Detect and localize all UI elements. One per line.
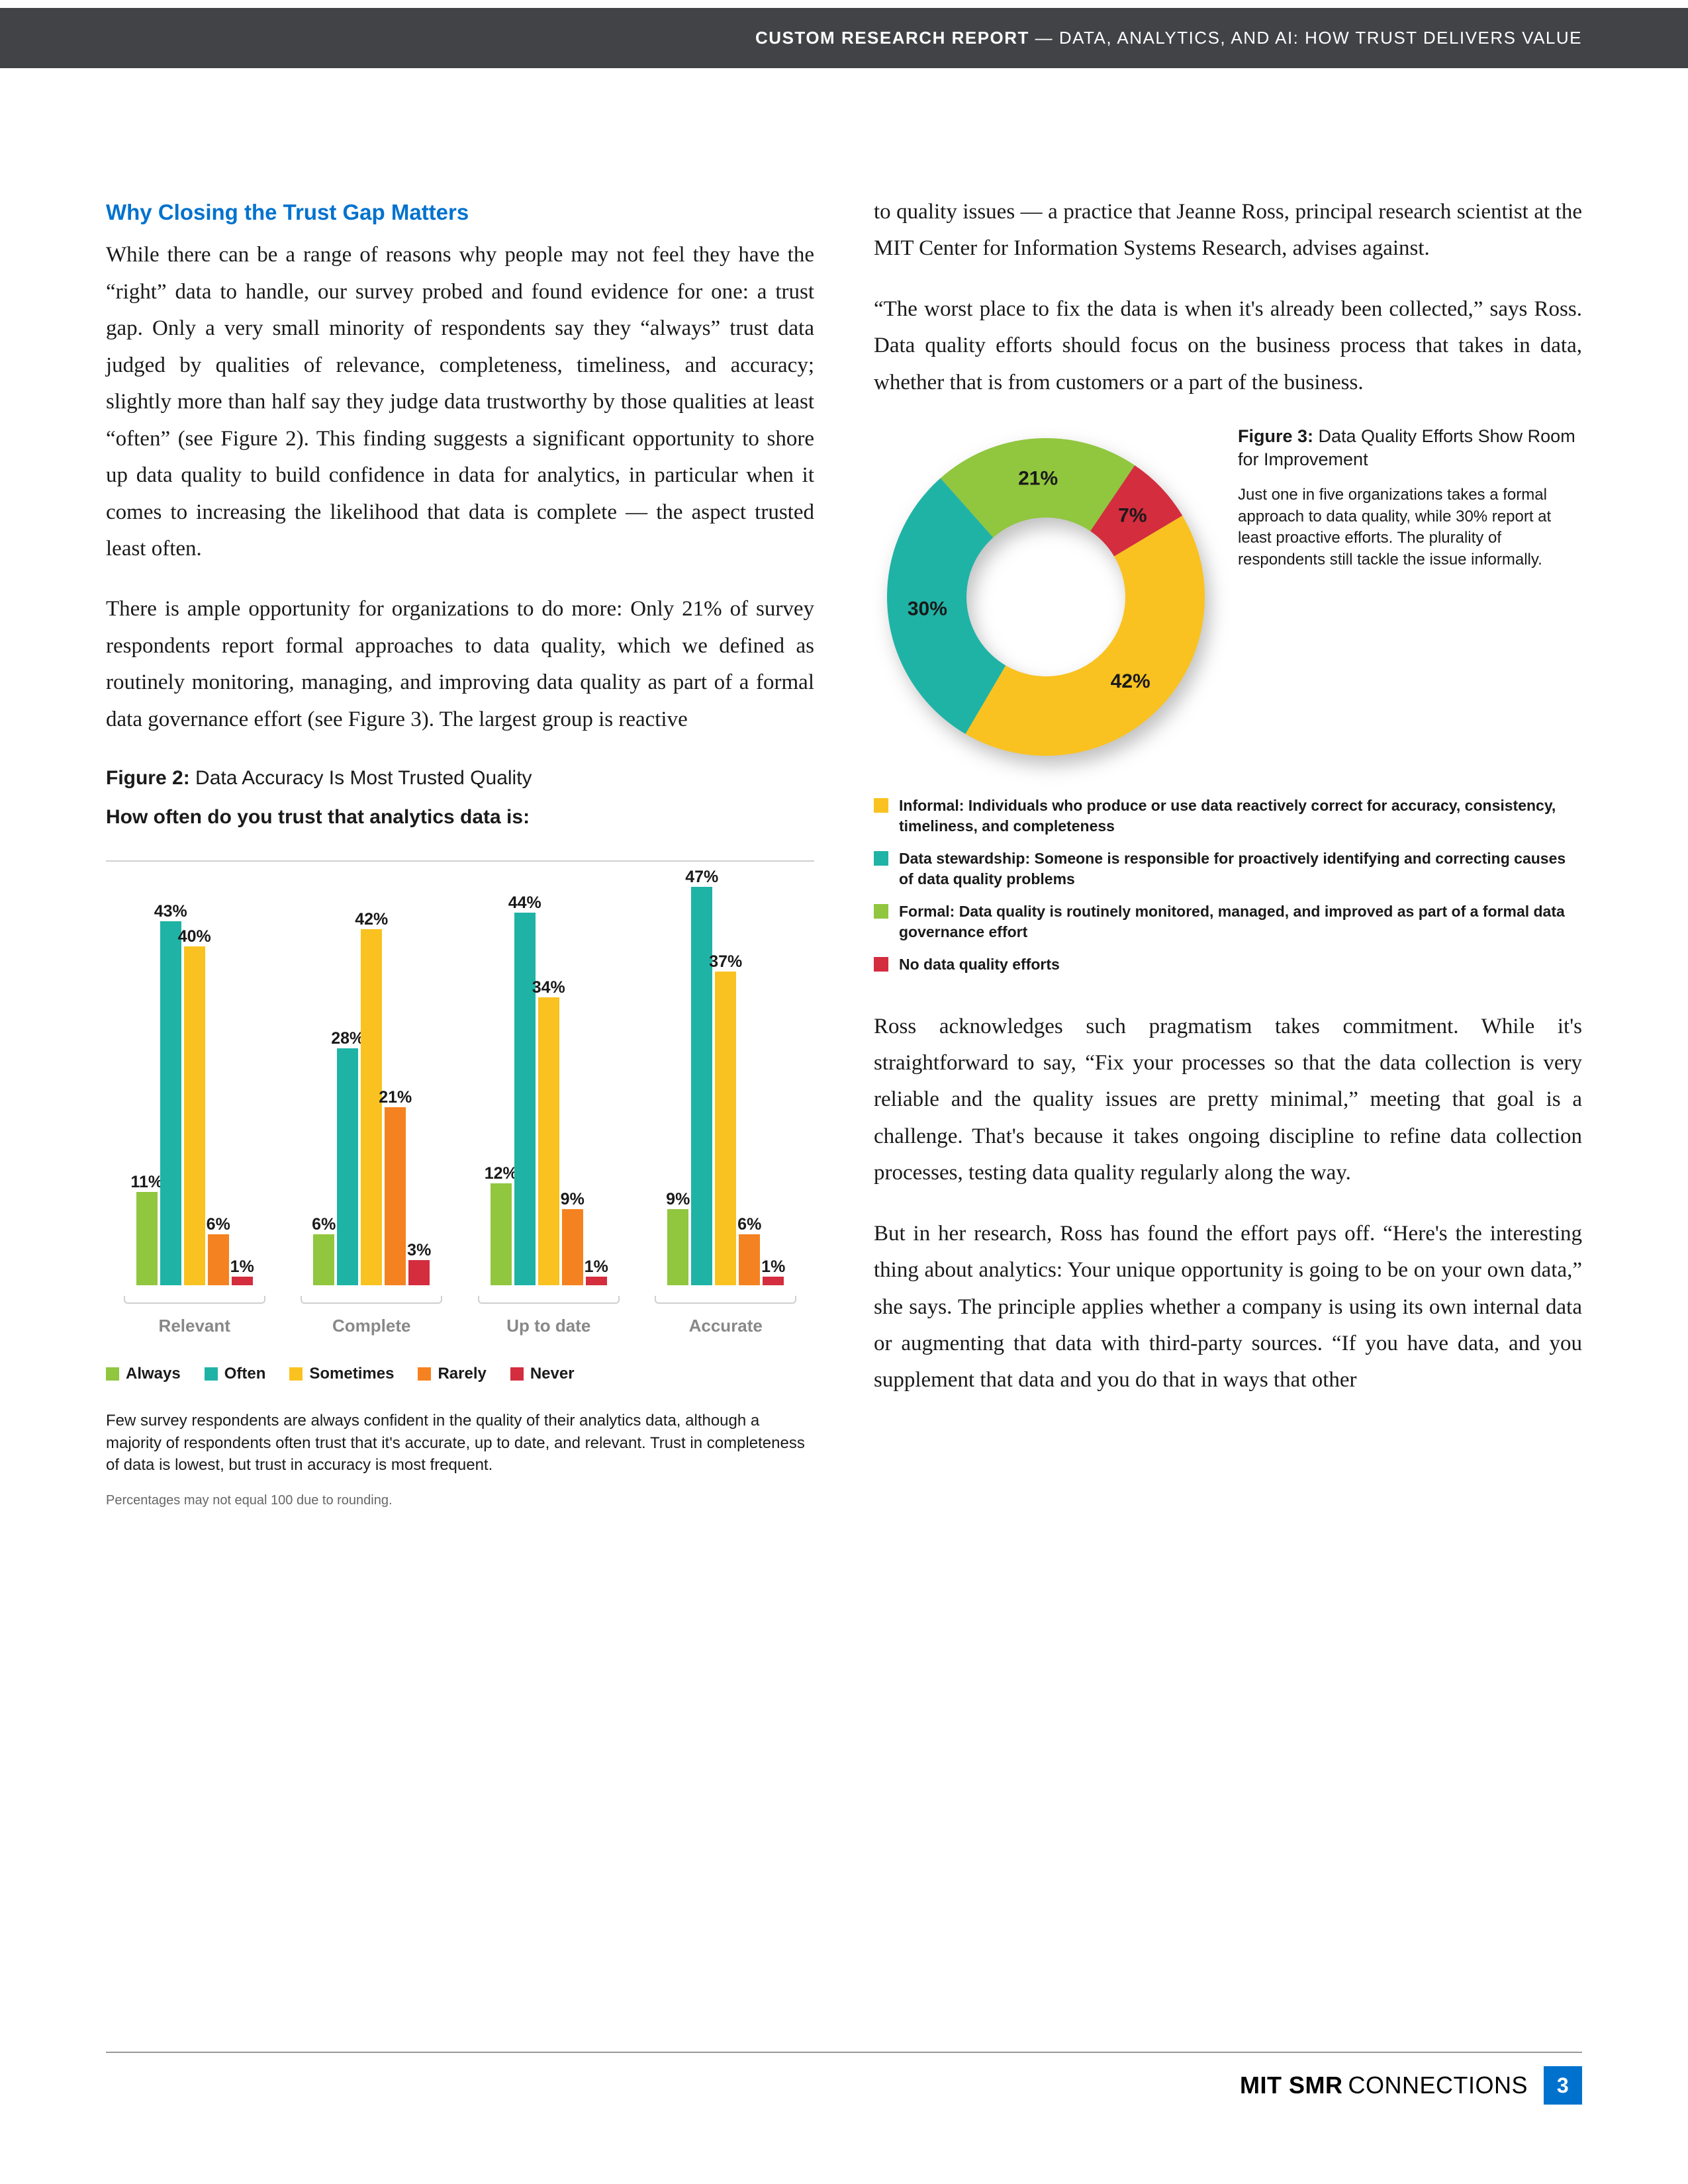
category-label: Complete xyxy=(283,1292,461,1341)
bar: 40% xyxy=(184,946,205,1285)
legend-item: Data stewardship: Someone is responsible… xyxy=(874,848,1582,889)
figure3-donut: 21% 7% 42% 30% xyxy=(874,425,1218,769)
bar-group: 12%44%34%9%1% xyxy=(460,913,637,1285)
bar: 34% xyxy=(538,997,559,1285)
bar: 3% xyxy=(408,1260,430,1285)
bar-value-label: 37% xyxy=(709,948,742,976)
donut-slice xyxy=(965,516,1205,756)
bar: 47% xyxy=(691,887,712,1285)
bar-value-label: 9% xyxy=(561,1185,585,1213)
header-bar: CUSTOM RESEARCH REPORT — DATA, ANALYTICS… xyxy=(0,0,1688,68)
body-paragraph: to quality issues — a practice that Jean… xyxy=(874,194,1582,267)
bar-value-label: 9% xyxy=(666,1185,690,1213)
bar: 11% xyxy=(136,1192,158,1285)
bar-value-label: 1% xyxy=(230,1253,254,1281)
bar-value-label: 1% xyxy=(761,1253,785,1281)
bar-value-label: 44% xyxy=(508,889,541,917)
left-column: Why Closing the Trust Gap Matters While … xyxy=(106,194,814,1512)
bar-value-label: 21% xyxy=(379,1083,412,1111)
legend-item: Informal: Individuals who produce or use… xyxy=(874,796,1582,837)
legend-item: Formal: Data quality is routinely monito… xyxy=(874,901,1582,942)
footer-brand-sub: CONNECTIONS xyxy=(1348,2071,1528,2099)
category-label: Accurate xyxy=(637,1292,815,1341)
bar: 6% xyxy=(208,1234,229,1285)
bar-value-label: 40% xyxy=(178,923,211,950)
donut-slice-label: 21% xyxy=(1018,468,1058,490)
bar: 1% xyxy=(232,1277,253,1285)
bar-value-label: 43% xyxy=(154,897,187,925)
bar-group: 11%43%40%6%1% xyxy=(106,921,283,1285)
bar-value-label: 12% xyxy=(485,1160,518,1187)
bar-value-label: 34% xyxy=(532,974,565,1001)
bar-value-label: 1% xyxy=(585,1253,608,1281)
donut-slice-label: 42% xyxy=(1111,670,1150,692)
donut-slice-label: 7% xyxy=(1118,505,1147,527)
bar: 6% xyxy=(313,1234,334,1285)
bar: 21% xyxy=(385,1107,406,1285)
bar-group: 6%28%42%21%3% xyxy=(283,929,461,1285)
bar-value-label: 47% xyxy=(685,863,718,891)
bar: 1% xyxy=(586,1277,607,1285)
bar-value-label: 42% xyxy=(355,905,388,933)
donut-slice-label: 30% xyxy=(908,598,947,620)
legend-item: Sometimes xyxy=(289,1361,394,1387)
page-number: 3 xyxy=(1544,2066,1582,2105)
bar: 1% xyxy=(763,1277,784,1285)
body-paragraph: “The worst place to fix the data is when… xyxy=(874,291,1582,401)
footer: MIT SMR CONNECTIONS 3 xyxy=(106,2052,1582,2105)
legend-item: No data quality efforts xyxy=(874,954,1582,975)
legend-item: Never xyxy=(510,1361,575,1387)
section-subhead: Why Closing the Trust Gap Matters xyxy=(106,194,814,230)
legend-item: Often xyxy=(205,1361,266,1387)
figure3-legend: Informal: Individuals who produce or use… xyxy=(874,796,1582,975)
bar: 37% xyxy=(715,972,736,1285)
figure3-caption: Just one in five organizations takes a f… xyxy=(1238,484,1582,570)
bar: 43% xyxy=(160,921,181,1285)
figure3-title: Figure 3: Data Quality Efforts Show Room… xyxy=(1238,425,1582,471)
content-area: Why Closing the Trust Gap Matters While … xyxy=(0,68,1688,1551)
bar: 44% xyxy=(514,913,536,1285)
figure2-chart: 11%43%40%6%1%6%28%42%21%3%12%44%34%9%1%9… xyxy=(106,860,814,1390)
bar-value-label: 3% xyxy=(407,1236,431,1264)
bar-value-label: 28% xyxy=(331,1024,364,1052)
category-label: Up to date xyxy=(460,1292,637,1341)
bar: 9% xyxy=(562,1209,583,1285)
body-paragraph: But in her research, Ross has found the … xyxy=(874,1216,1582,1399)
body-paragraph: There is ample opportunity for organizat… xyxy=(106,591,814,738)
figure2-footnote: Percentages may not equal 100 due to rou… xyxy=(106,1490,814,1512)
body-paragraph: While there can be a range of reasons wh… xyxy=(106,237,814,567)
legend-item: Always xyxy=(106,1361,181,1387)
bar: 12% xyxy=(491,1183,512,1285)
bar-group: 9%47%37%6%1% xyxy=(637,887,815,1285)
body-paragraph: Ross acknowledges such pragmatism takes … xyxy=(874,1009,1582,1192)
figure3-block: 21% 7% 42% 30% Figure 3: Data Quality Effor… xyxy=(874,425,1582,769)
bar-value-label: 11% xyxy=(130,1168,163,1196)
legend-item: Rarely xyxy=(418,1361,486,1387)
figure2-caption: Few survey respondents are always confid… xyxy=(106,1410,814,1477)
figure2-title: Figure 2: Data Accuracy Is Most Trusted … xyxy=(106,762,814,795)
header-bold: CUSTOM RESEARCH REPORT xyxy=(755,28,1029,48)
category-label: Relevant xyxy=(106,1292,283,1341)
bar-value-label: 6% xyxy=(207,1210,230,1238)
bar: 28% xyxy=(337,1048,358,1285)
header-rest: — DATA, ANALYTICS, AND AI: HOW TRUST DEL… xyxy=(1029,28,1582,48)
bar-value-label: 6% xyxy=(312,1210,336,1238)
footer-brand: MIT SMR xyxy=(1240,2071,1342,2099)
figure2-subtitle: How often do you trust that analytics da… xyxy=(106,801,814,834)
bar: 9% xyxy=(667,1209,688,1285)
bar-value-label: 6% xyxy=(737,1210,761,1238)
right-column: to quality issues — a practice that Jean… xyxy=(874,194,1582,1512)
bar: 6% xyxy=(739,1234,760,1285)
